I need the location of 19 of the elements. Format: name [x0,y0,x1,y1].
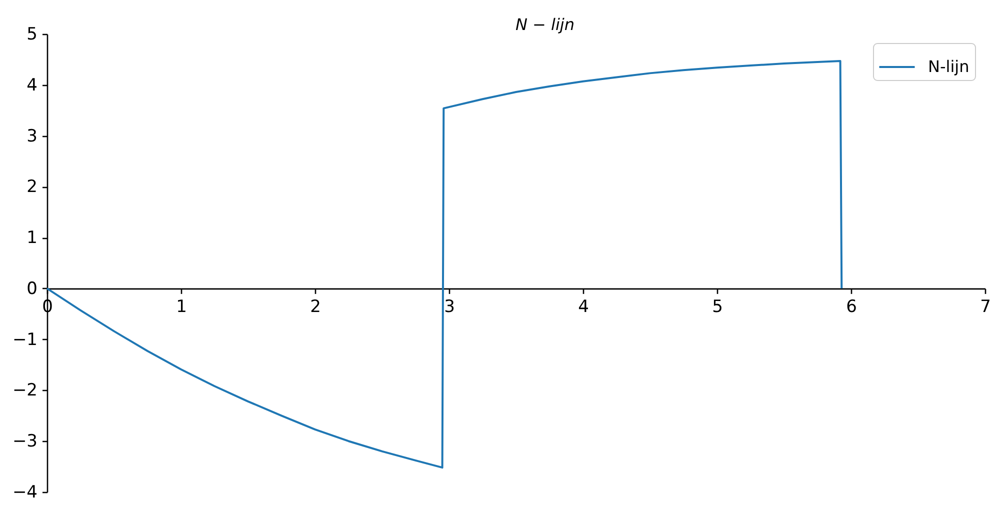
chart-title: N − lijn [515,15,575,34]
x-tick-label: 1 [176,296,187,317]
y-tick-label: −4 [12,482,38,502]
x-tick-label: 5 [712,296,723,317]
x-tick-label: 6 [846,296,857,317]
y-tick-label: −1 [12,330,38,350]
y-tick-label: 4 [26,75,38,96]
y-tick-label: 5 [26,24,38,44]
y-tick-label: 1 [26,228,38,248]
y-tick-label: 0 [26,278,38,299]
y-tick-label: 3 [26,126,38,146]
y-tick-label: −2 [12,380,38,401]
x-tick-label: 7 [980,296,991,317]
y-tick-label: 2 [26,177,38,198]
legend-label: N-lijn [928,57,970,76]
x-tick-label: 3 [444,296,455,317]
x-tick-label: 2 [310,296,321,317]
x-tick-label: 4 [578,296,589,317]
y-tick-label: −3 [12,432,38,452]
